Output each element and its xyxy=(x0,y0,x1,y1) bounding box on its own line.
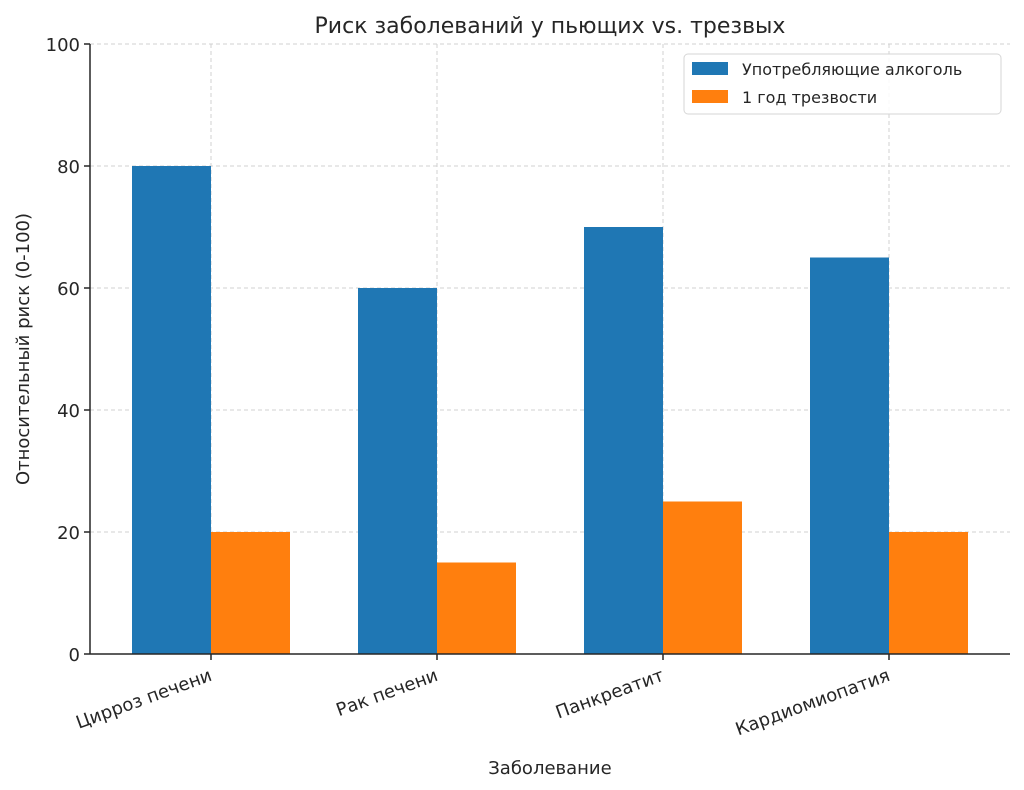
bar-drinkers xyxy=(132,166,211,654)
legend: Употребляющие алкоголь 1 год трезвости xyxy=(683,53,1002,115)
legend-swatch-drinkers xyxy=(692,62,728,75)
bar-drinkers xyxy=(810,257,889,654)
legend-frame xyxy=(683,53,1002,115)
y-axis-label: Относительный риск (0-100) xyxy=(13,213,34,485)
y-tick-label: 80 xyxy=(57,157,80,178)
x-axis-ticks: Цирроз печени Рак печени Панкреатит Кардиом… xyxy=(73,654,893,740)
x-tick-label: Панкреатит xyxy=(553,665,667,724)
x-tick-label: Кардиомиопатия xyxy=(733,665,893,740)
y-axis-ticks: 0 20 40 60 80 100 xyxy=(46,35,90,666)
x-axis-label: Заболевание xyxy=(488,758,611,779)
axes xyxy=(89,44,1010,655)
bar-sober xyxy=(437,562,516,654)
bars xyxy=(132,166,968,654)
legend-label-drinkers: Употребляющие алкоголь xyxy=(742,60,962,79)
bar-drinkers xyxy=(584,227,663,654)
y-tick-label: 40 xyxy=(57,401,80,422)
bar-sober xyxy=(889,532,968,654)
x-tick-label: Цирроз печени xyxy=(73,665,214,734)
bar-sober xyxy=(663,501,742,654)
legend-label-sober: 1 год трезвости xyxy=(742,88,877,107)
bar-sober xyxy=(211,532,290,654)
y-tick-label: 60 xyxy=(57,279,80,300)
x-tick-label: Рак печени xyxy=(333,665,440,721)
y-tick-label: 0 xyxy=(69,645,80,666)
legend-swatch-sober xyxy=(692,90,728,103)
y-tick-label: 100 xyxy=(46,35,80,56)
y-tick-label: 20 xyxy=(57,523,80,544)
chart-title: Риск заболеваний у пьющих vs. трезвых xyxy=(315,14,786,39)
bar-drinkers xyxy=(358,288,437,654)
